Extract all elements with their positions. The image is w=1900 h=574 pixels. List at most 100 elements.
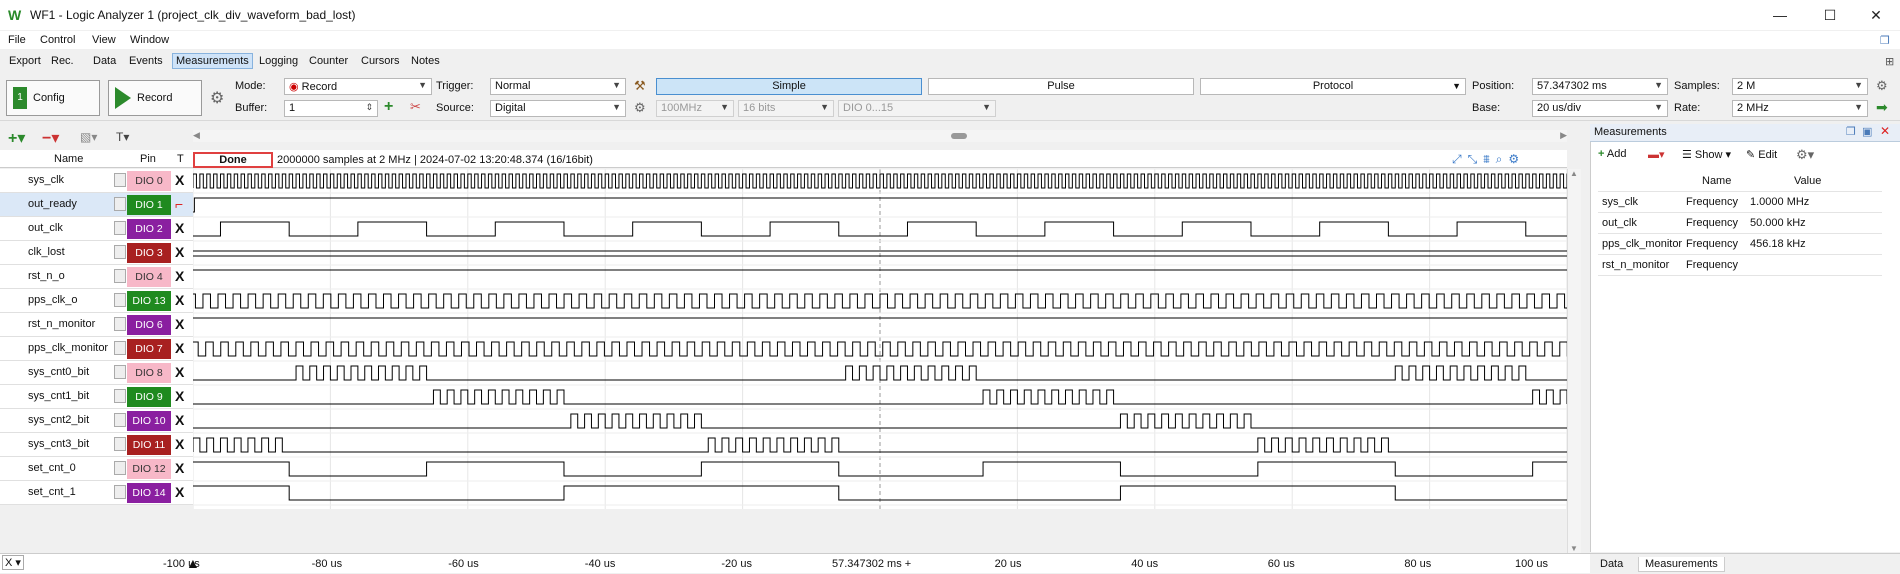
- scroll-right-icon[interactable]: ▶: [1560, 130, 1567, 140]
- maximize-panel-icon[interactable]: ▣: [1862, 126, 1873, 138]
- close-button[interactable]: ✕: [1870, 7, 1882, 23]
- protocol-mode-button[interactable]: Protocol ▼: [1200, 78, 1466, 95]
- trigger-none-icon[interactable]: X: [175, 244, 185, 260]
- channel-edit-icon[interactable]: [114, 317, 126, 331]
- settings-gear-icon[interactable]: ⚙: [210, 90, 225, 107]
- channel-pin-badge[interactable]: DIO 4: [127, 267, 171, 287]
- trigger-none-icon[interactable]: X: [175, 316, 185, 332]
- pulse-mode-button[interactable]: Pulse: [928, 78, 1194, 95]
- tab-cursors[interactable]: Cursors: [361, 55, 400, 67]
- channel-edit-icon[interactable]: [114, 413, 126, 427]
- add-icon[interactable]: +: [384, 98, 394, 115]
- channel-pin-badge[interactable]: DIO 6: [127, 315, 171, 335]
- edit-measurement-button[interactable]: ✎ Edit: [1746, 149, 1778, 161]
- trigger-none-icon[interactable]: X: [175, 292, 185, 308]
- panel-add-icon[interactable]: ⊞: [1885, 56, 1895, 68]
- hammer-icon[interactable]: ⚒: [634, 78, 646, 93]
- tab-events[interactable]: Events: [129, 55, 163, 67]
- channel-edit-icon[interactable]: [114, 173, 126, 187]
- trigger-none-icon[interactable]: X: [175, 220, 185, 236]
- bits-select[interactable]: 16 bits ▼: [738, 100, 834, 117]
- channel-edit-icon[interactable]: [114, 269, 126, 283]
- edit-channel-icon[interactable]: ▧▾: [80, 130, 98, 144]
- channel-edit-icon[interactable]: [114, 461, 126, 475]
- position-field[interactable]: 57.347302 ms ▼: [1532, 78, 1668, 95]
- tab-export[interactable]: Export: [9, 55, 41, 67]
- text-tool-icon[interactable]: T▾: [116, 130, 130, 144]
- mode-select[interactable]: ◉ Record ▼: [284, 78, 432, 95]
- measurement-row[interactable]: out_clk Frequency 50.000 kHz: [1598, 213, 1882, 234]
- buffer-stepper[interactable]: 1 ⇕: [284, 100, 378, 117]
- channel-row-sys-cnt2-bit[interactable]: sys_cnt2_bit DIO 10 X: [0, 409, 193, 433]
- minimize-button[interactable]: —: [1773, 7, 1787, 23]
- tab-counter[interactable]: Counter: [309, 55, 349, 67]
- simple-mode-button[interactable]: Simple: [656, 78, 922, 95]
- rate-option-select[interactable]: 100MHz ▼: [656, 100, 734, 117]
- channel-edit-icon[interactable]: [114, 365, 126, 379]
- channel-row-out-ready[interactable]: out_ready DIO 1 ⌐: [0, 193, 193, 217]
- channel-pin-badge[interactable]: DIO 2: [127, 219, 171, 239]
- channel-row-set-cnt-1[interactable]: set_cnt_1 DIO 14 X: [0, 481, 193, 505]
- channel-pin-badge[interactable]: DIO 14: [127, 483, 171, 503]
- tab-rec[interactable]: Rec.: [51, 55, 74, 67]
- channel-edit-icon[interactable]: [114, 221, 126, 235]
- zoom-tools-icon[interactable]: ⤢⤡⩩⌕⚙: [1452, 152, 1526, 166]
- menu-view[interactable]: View: [92, 34, 116, 46]
- axis-x-dropdown[interactable]: X ▾: [2, 555, 24, 570]
- rate-select[interactable]: 2 MHz ▼: [1732, 100, 1868, 117]
- trigger-none-icon[interactable]: X: [175, 460, 185, 476]
- record-button[interactable]: Record: [108, 80, 202, 116]
- channel-edit-icon[interactable]: [114, 245, 126, 259]
- trigger-none-icon[interactable]: X: [175, 388, 185, 404]
- waveform-area[interactable]: [193, 169, 1567, 509]
- add-channel-icon[interactable]: +▾: [8, 130, 26, 147]
- channel-edit-icon[interactable]: [114, 437, 126, 451]
- rate-settings-icon[interactable]: ⚙: [1876, 78, 1888, 93]
- channel-pin-badge[interactable]: DIO 12: [127, 459, 171, 479]
- dio-select[interactable]: DIO 0...15 ▼: [838, 100, 996, 117]
- trigger-none-icon[interactable]: X: [175, 364, 185, 380]
- channel-pin-badge[interactable]: DIO 0: [127, 171, 171, 191]
- channel-pin-badge[interactable]: DIO 8: [127, 363, 171, 383]
- samples-select[interactable]: 2 M ▼: [1732, 78, 1868, 95]
- channel-row-set-cnt-0[interactable]: set_cnt_0 DIO 12 X: [0, 457, 193, 481]
- channel-edit-icon[interactable]: [114, 485, 126, 499]
- trigger-position-marker-icon[interactable]: ▲: [186, 555, 200, 571]
- channel-edit-icon[interactable]: [114, 341, 126, 355]
- delete-icon[interactable]: ✂: [410, 99, 421, 114]
- channel-edit-icon[interactable]: [114, 293, 126, 307]
- channel-row-sys-cnt3-bit[interactable]: sys_cnt3_bit DIO 11 X: [0, 433, 193, 457]
- tab-notes[interactable]: Notes: [411, 55, 440, 67]
- dock-icon[interactable]: ❐: [1880, 35, 1890, 47]
- remove-measurement-icon[interactable]: ▬▾: [1648, 149, 1665, 161]
- channel-edit-icon[interactable]: [114, 197, 126, 211]
- channel-pin-badge[interactable]: DIO 3: [127, 243, 171, 263]
- trigger-select[interactable]: Normal ▼: [490, 78, 626, 95]
- maximize-button[interactable]: ☐: [1823, 7, 1837, 23]
- scroll-up-icon[interactable]: ▲: [1570, 169, 1578, 178]
- tab-logging[interactable]: Logging: [259, 55, 299, 67]
- channel-pin-badge[interactable]: DIO 7: [127, 339, 171, 359]
- trigger-none-icon[interactable]: X: [175, 436, 185, 452]
- channel-pin-badge[interactable]: DIO 11: [127, 435, 171, 455]
- trigger-none-icon[interactable]: X: [175, 412, 185, 428]
- tab-measurements-panel[interactable]: Measurements: [1638, 557, 1725, 572]
- horizontal-scrollbar[interactable]: ◀ ▶: [193, 130, 1567, 142]
- measurement-row[interactable]: rst_n_monitor Frequency: [1598, 255, 1882, 276]
- scroll-left-icon[interactable]: ◀: [193, 130, 200, 140]
- vertical-scrollbar[interactable]: ▲ ▼: [1567, 169, 1581, 553]
- rising-edge-trigger-icon[interactable]: ⌐: [175, 196, 184, 212]
- menu-window[interactable]: Window: [130, 34, 170, 46]
- add-measurement-button[interactable]: + Add: [1598, 148, 1627, 160]
- channel-edit-icon[interactable]: [114, 389, 126, 403]
- source-select[interactable]: Digital ▼: [490, 100, 626, 117]
- measurement-row[interactable]: sys_clk Frequency 1.0000 MHz: [1598, 192, 1882, 213]
- menu-control[interactable]: Control: [40, 34, 76, 46]
- tab-data-panel[interactable]: Data: [1600, 558, 1624, 570]
